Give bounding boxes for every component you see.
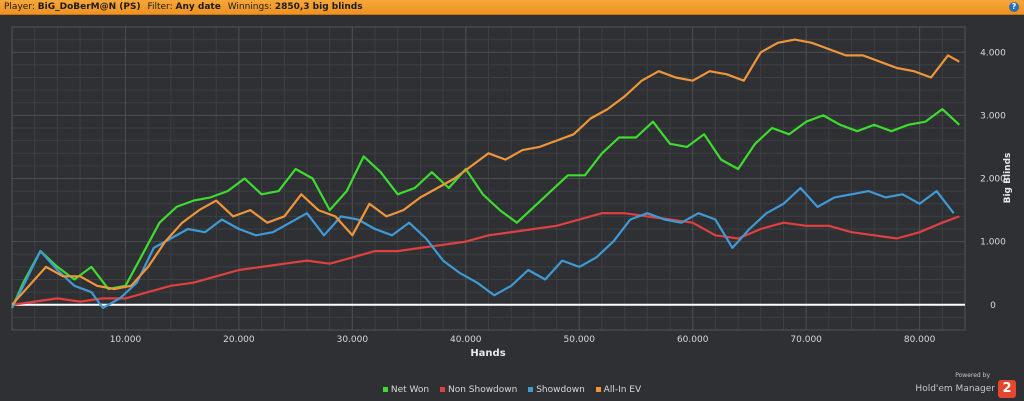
legend: Net Won Non Showdown Showdown All-In EV xyxy=(0,385,1024,395)
filter-value: Any date xyxy=(175,2,221,12)
y-tick-label: 4.000 xyxy=(980,48,1006,58)
legend-item-net-won[interactable]: Net Won xyxy=(382,385,430,395)
x-tick-label: 70.000 xyxy=(790,335,822,345)
legend-swatch xyxy=(528,387,534,392)
series-line-all-in-ev xyxy=(11,38,960,306)
grid-lines xyxy=(11,26,966,331)
y-tick-label: 2.000 xyxy=(980,175,1006,185)
legend-item-all-in-ev[interactable]: All-In EV xyxy=(595,385,642,395)
legend-swatch xyxy=(595,387,601,392)
question-icon[interactable]: ? xyxy=(1009,2,1019,12)
powered-by-text: Powered by xyxy=(955,371,990,379)
legend-item-non-showdown[interactable]: Non Showdown xyxy=(439,385,518,395)
series-line-net-won xyxy=(10,107,961,309)
legend-label: Non Showdown xyxy=(447,385,518,395)
series-lines xyxy=(10,38,961,309)
legend-swatch xyxy=(439,387,445,392)
brand-name: Hold'em Manager xyxy=(915,384,995,394)
x-tick-label: 50.000 xyxy=(564,335,596,345)
filter-label: Filter: xyxy=(147,2,173,12)
filter-bar: Player: BiG_DoBerM@N (PS) Filter: Any da… xyxy=(0,0,1024,15)
winnings-label: Winnings: xyxy=(227,2,272,12)
y-tick-label: 3.000 xyxy=(980,111,1006,121)
player-value: BiG_DoBerM@N (PS) xyxy=(37,2,141,12)
player-label: Player: xyxy=(4,2,35,12)
y-tick-label: 0 xyxy=(990,301,996,311)
graph-chart: 10.000 20.000 30.000 40.000 50.000 60.000 70.0… xyxy=(10,26,1013,359)
series-line-showdown xyxy=(11,186,955,309)
x-tick-label: 30.000 xyxy=(337,335,369,345)
x-tick-label: 80.000 xyxy=(904,335,936,345)
y-tick-label: 1.000 xyxy=(980,238,1006,248)
legend-label: Net Won xyxy=(390,385,430,395)
x-tick-label: 40.000 xyxy=(450,335,482,345)
series-line-non-showdown xyxy=(11,212,960,306)
plot-border xyxy=(11,26,966,331)
legend-label: Showdown xyxy=(536,385,585,395)
legend-item-showdown[interactable]: Showdown xyxy=(528,385,585,395)
x-tick-label: 10.000 xyxy=(110,335,142,345)
winnings-value: 2850,3 big blinds xyxy=(274,2,363,12)
brand-logo: Powered by Hold'em Manager 2 xyxy=(915,371,1016,398)
x-axis-label: Hands xyxy=(470,348,505,359)
x-axis-ticks: 10.000 20.000 30.000 40.000 50.000 60.000 70.0… xyxy=(110,335,936,345)
legend-swatch xyxy=(382,387,388,392)
x-tick-label: 60.000 xyxy=(677,335,709,345)
y-axis-label: Big Blinds xyxy=(1003,153,1013,204)
y-axis-ticks: 0 1.000 2.000 3.000 4.000 xyxy=(980,48,1006,311)
legend-label: All-In EV xyxy=(603,385,642,395)
hm2-badge-icon: 2 xyxy=(998,380,1016,398)
x-tick-label: 20.000 xyxy=(223,335,255,345)
